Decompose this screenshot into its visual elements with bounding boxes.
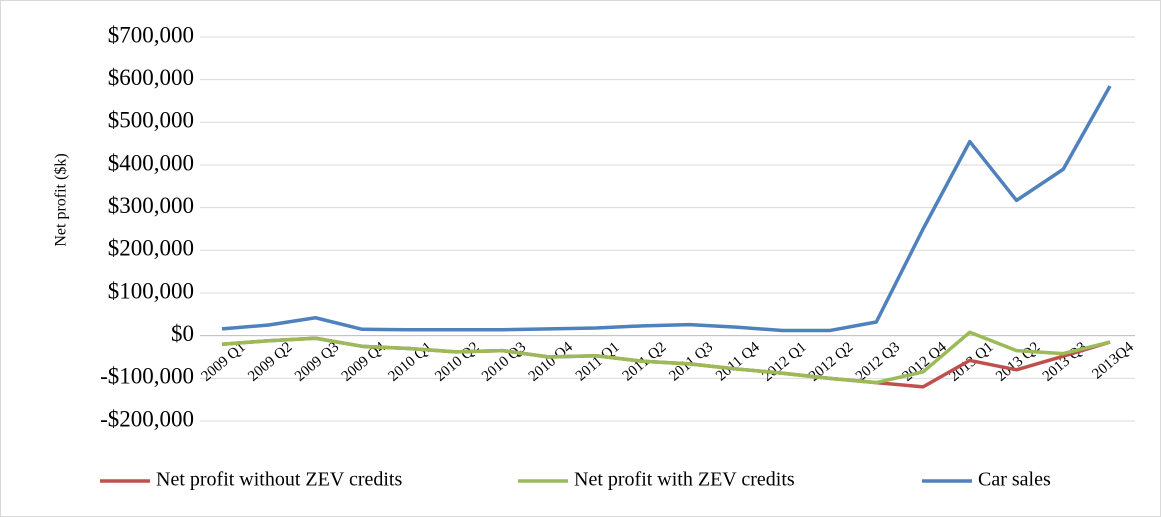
y-tick-label: $300,000 xyxy=(108,193,194,218)
y-tick-label: $100,000 xyxy=(108,278,194,303)
y-tick-label: $600,000 xyxy=(108,65,194,90)
series-line xyxy=(221,330,1111,385)
y-tick-label: $700,000 xyxy=(108,22,194,47)
y-tick-label: -$100,000 xyxy=(100,364,194,389)
series-line xyxy=(221,85,1112,333)
y-tick-label: $500,000 xyxy=(108,108,194,133)
legend-label: Net profit without ZEV credits xyxy=(156,469,402,491)
y-tick-label: $0 xyxy=(171,321,194,346)
y-tick-label: -$200,000 xyxy=(100,406,194,431)
legend-label: Net profit with ZEV credits xyxy=(574,469,795,491)
y-axis-label: Net profit ($k) xyxy=(53,153,70,246)
y-tick-label: $200,000 xyxy=(108,236,194,261)
legend-label: Car sales xyxy=(978,469,1051,491)
y-tick-label: $400,000 xyxy=(108,150,194,175)
